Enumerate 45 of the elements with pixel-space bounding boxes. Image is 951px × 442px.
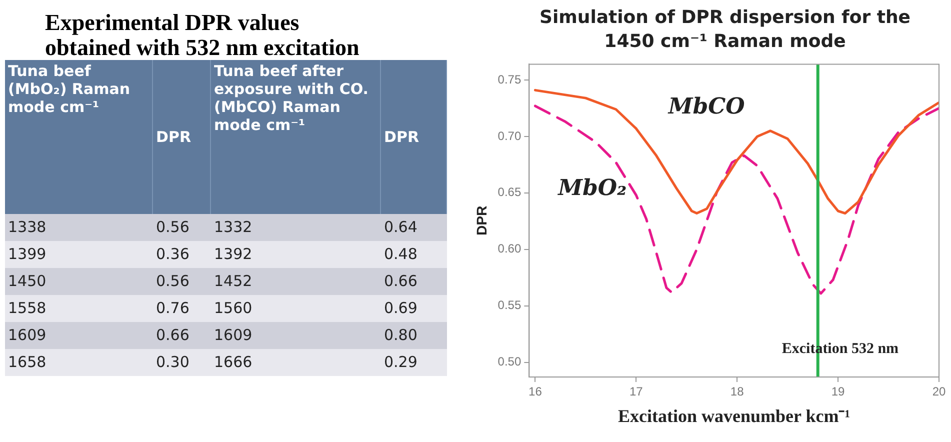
text: 0.30	[153, 349, 211, 376]
text: 1338	[5, 214, 153, 241]
text: 1560	[211, 295, 381, 322]
text: 1558	[5, 295, 153, 322]
text: 1609	[211, 322, 381, 349]
text: 0.48	[381, 241, 447, 268]
y-tick-label: 0.70	[498, 128, 522, 143]
x-tick-label: 20	[932, 384, 946, 399]
series-label: MbO₂	[557, 174, 627, 201]
x-tick-label: 17	[629, 384, 644, 399]
y-tick-label: 0.60	[498, 242, 522, 256]
text: 1450	[5, 268, 153, 295]
y-tick-label: 0.75	[498, 72, 522, 86]
text: 1332	[211, 214, 381, 241]
x-tick-label: 19	[831, 384, 846, 399]
text: 0.66	[153, 322, 211, 349]
text: DPR	[153, 60, 211, 214]
text: 0.29	[381, 349, 447, 376]
x-tick-label: 16	[528, 384, 542, 399]
text: 0.56	[153, 214, 211, 241]
chart-title: Simulation of DPR dispersion for the 1450 cm⁻¹ Raman mode	[538, 6, 912, 54]
text: 0.64	[381, 214, 447, 241]
text: 1658	[5, 349, 153, 376]
text: Experimental DPR values obtained with 532 nm excitation	[45, 10, 360, 60]
y-tick-label: 0.55	[498, 298, 522, 312]
text: DPR	[381, 60, 447, 214]
x-axis-title: Excitation wavenumber kcm⁻¹	[618, 406, 850, 426]
text: 0.56	[153, 268, 211, 295]
text: 1666	[211, 349, 381, 376]
y-tick-label: 0.65	[498, 185, 522, 200]
text: 1392	[211, 241, 381, 268]
text: 0.69	[381, 295, 447, 322]
y-tick-label: 0.50	[498, 354, 522, 369]
text: 0.36	[153, 241, 211, 268]
text: 1452	[211, 268, 381, 295]
x-tick-label: 18	[730, 384, 744, 399]
text: 0.76	[153, 295, 211, 322]
text: Tuna beef (MbO₂) Raman mode cm⁻¹	[5, 60, 153, 214]
text: 0.80	[381, 322, 447, 349]
text: 1399	[5, 241, 153, 268]
text: Tuna beef after exposure with CO. (MbCO) Raman mode cm⁻¹	[211, 60, 381, 214]
text: 0.66	[381, 268, 447, 295]
series-label: MbCO	[667, 93, 745, 120]
y-axis-title: DPR	[473, 206, 490, 236]
text: 1609	[5, 322, 153, 349]
